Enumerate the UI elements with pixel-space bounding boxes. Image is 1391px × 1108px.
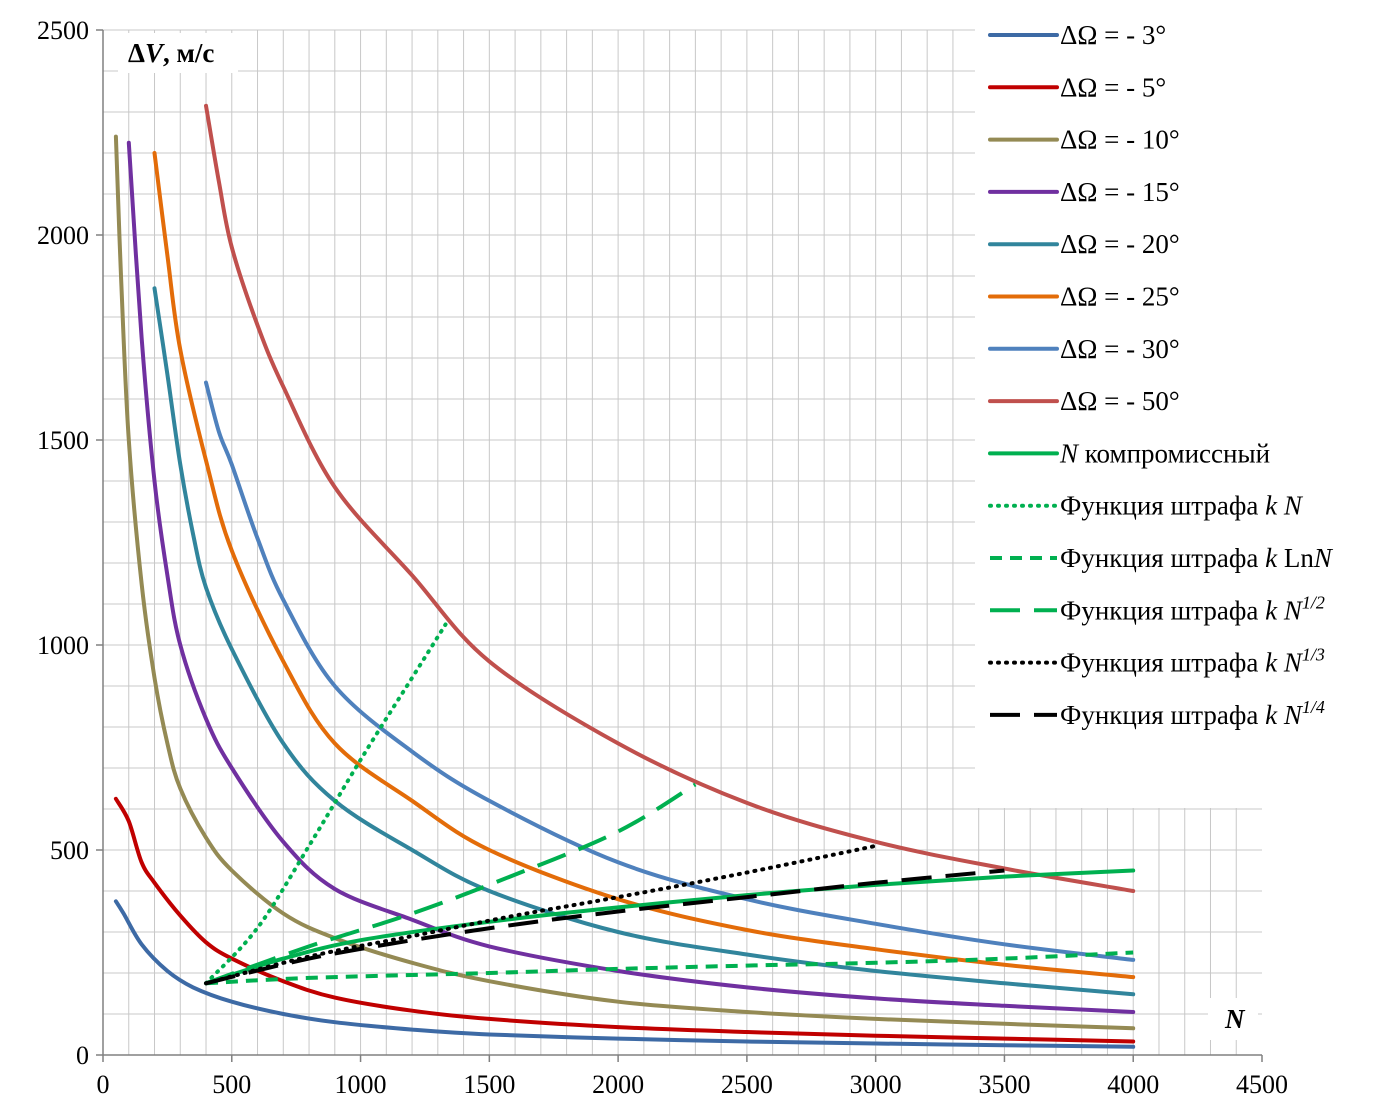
- legend-background: [975, 4, 1391, 808]
- x-axis-label: N: [1224, 1004, 1246, 1034]
- x-tick-label: 0: [97, 1070, 110, 1099]
- series-1-line: [113, 899, 1136, 1049]
- x-tick-label: 500: [212, 1070, 251, 1099]
- series-10-line: [204, 622, 448, 986]
- series-lines: [113, 103, 1136, 1049]
- y-tick-label: 0: [76, 1041, 89, 1070]
- x-tick-label: 4500: [1236, 1070, 1288, 1099]
- y-tick-label: 1500: [37, 426, 89, 455]
- legend-label-7: ΔΩ = - 30°: [1060, 334, 1180, 364]
- x-tick-label: 3000: [850, 1070, 902, 1099]
- x-tick-label: 2500: [721, 1070, 773, 1099]
- legend-label-13: Функция штрафа k N1/3: [1060, 645, 1325, 678]
- legend-label-5: ΔΩ = - 20°: [1060, 229, 1180, 259]
- legend-label-10: Функция штрафа k N: [1060, 491, 1304, 521]
- x-tick-label: 1500: [463, 1070, 515, 1099]
- legend: ΔΩ = - 3° ΔΩ = - 5° ΔΩ = - 10° ΔΩ = - 15° ΔΩ…: [975, 4, 1391, 808]
- series-8-line: [204, 103, 1136, 893]
- x-tick-label: 2000: [592, 1070, 644, 1099]
- series-7-line: [204, 380, 1136, 962]
- legend-label-3: ΔΩ = - 10°: [1060, 125, 1180, 155]
- legend-label-2: ΔΩ = - 5°: [1060, 72, 1166, 102]
- x-tick-label: 4000: [1107, 1070, 1159, 1099]
- legend-label-6: ΔΩ = - 25°: [1060, 282, 1180, 312]
- x-label-background: [1208, 998, 1258, 1040]
- axes: [96, 29, 1263, 1062]
- series-2-line: [113, 796, 1136, 1044]
- y-tick-label: 1000: [37, 631, 89, 660]
- y-tick-label: 2000: [37, 221, 89, 250]
- x-tick-label: 3500: [978, 1070, 1030, 1099]
- series-14-line: [205, 868, 1005, 986]
- series-9-line: [204, 868, 1136, 986]
- series-5-line: [152, 286, 1136, 997]
- y-tick-label: 500: [50, 836, 89, 865]
- y-axis-label: ΔV, м/с: [128, 38, 214, 68]
- series-11-line: [205, 950, 1134, 986]
- y-label-background: [118, 33, 238, 73]
- legend-label-12: Функция штрафа k N1/2: [1060, 592, 1325, 625]
- legend-label-4: ΔΩ = - 15°: [1060, 177, 1180, 207]
- series-4-line: [126, 140, 1136, 1014]
- legend-label-14: Функция штрафа k N1/4: [1060, 697, 1325, 730]
- y-tick-label: 2500: [37, 16, 89, 45]
- x-tick-label: 1000: [335, 1070, 387, 1099]
- legend-label-11: Функция штрафа k LnN: [1060, 543, 1334, 573]
- series-6-line: [152, 151, 1136, 980]
- series-3-line: [113, 134, 1136, 1031]
- axis-labels: ΔV, м/с N: [118, 33, 1258, 1040]
- legend-label-9: N компромиссный: [1059, 438, 1270, 468]
- legend-label-1: ΔΩ = - 3°: [1060, 20, 1166, 50]
- series-12-line: [205, 782, 697, 986]
- legend-label-8: ΔΩ = - 50°: [1060, 386, 1180, 416]
- tick-labels: 0 500 1000 1500 2000 2500 3000 3500 4000 4500 0 500…: [37, 16, 1288, 1099]
